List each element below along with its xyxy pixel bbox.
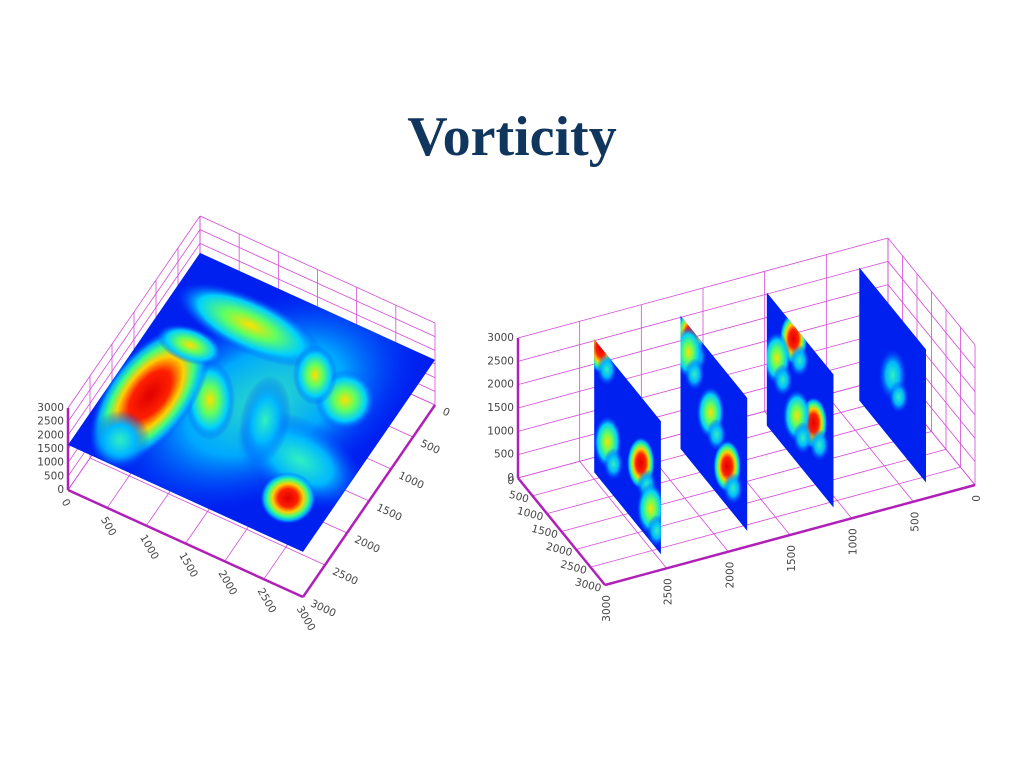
x-tick-label: 500 — [909, 512, 921, 532]
x-tick-label: 1500 — [176, 551, 200, 580]
y-tick-label: 1500 — [374, 502, 403, 524]
slice-blobs — [680, 315, 744, 505]
grid-line — [590, 466, 961, 568]
grid-line — [517, 260, 889, 362]
z-tick-label: 500 — [494, 449, 514, 461]
vorticity-blob — [684, 358, 705, 391]
z-tick-label: 0 — [57, 484, 64, 496]
grid-line — [517, 237, 889, 339]
y-tick-label: 2000 — [545, 541, 574, 560]
grid-line — [67, 243, 201, 436]
vorticity-blob — [603, 448, 624, 481]
grid-line — [887, 261, 976, 369]
x-tick-label: 2500 — [663, 578, 675, 605]
x-tick-label: 500 — [98, 515, 118, 538]
z-tick-label: 0 — [507, 472, 514, 484]
vorticity-blob — [706, 418, 727, 451]
grid-line — [67, 215, 201, 409]
x-tick-label: 2500 — [255, 586, 279, 615]
vorticity-blob — [809, 429, 830, 462]
axis-line — [301, 404, 437, 598]
grid-line — [199, 229, 436, 338]
plot-0: 0500100015002000250030000500100015002000… — [37, 215, 452, 633]
y-tick-label: 0 — [506, 474, 516, 487]
grid-line — [517, 284, 889, 386]
vorticity-blob — [596, 353, 617, 386]
plot-1: 0500100015002000250030000500100015002000… — [487, 237, 983, 622]
z-tick-label: 500 — [44, 470, 64, 482]
axis-line — [67, 488, 304, 599]
x-tick-label: 2000 — [215, 568, 239, 597]
slice-blobs — [878, 349, 909, 414]
vorticity-blob — [792, 421, 813, 454]
vorticity-blob — [90, 410, 150, 470]
z-tick-label: 2500 — [37, 416, 64, 428]
z-tick-label: 2000 — [37, 429, 64, 441]
y-tick-label: 2500 — [330, 566, 359, 588]
vorticity-blob — [772, 364, 793, 397]
vorticity-blob — [239, 375, 291, 465]
x-tick-label: 0 — [971, 495, 983, 502]
y-tick-label: 500 — [418, 438, 441, 457]
z-tick-label: 1000 — [487, 425, 514, 437]
vorticity-blob — [723, 472, 744, 505]
y-tick-label: 2000 — [352, 534, 381, 556]
axis-line — [517, 477, 606, 586]
y-tick-label: 1000 — [396, 470, 425, 492]
grid-line — [89, 457, 326, 566]
slide-title: Vorticity — [407, 106, 616, 168]
z-tick-label: 3000 — [37, 402, 64, 414]
z-tick-label: 3000 — [487, 332, 514, 344]
z-tick-label: 1000 — [37, 457, 64, 469]
y-tick-label: 3000 — [574, 576, 603, 595]
y-tick-label: 1000 — [516, 505, 545, 524]
x-tick-label: 1500 — [786, 545, 798, 572]
vorticity-blob — [646, 514, 661, 547]
z-tick-label: 2500 — [487, 355, 514, 367]
slice-blobs — [594, 339, 661, 547]
grid-line — [575, 448, 947, 550]
y-tick-label: 2500 — [559, 558, 588, 577]
vorticity-blob — [293, 345, 337, 405]
vorticity-blob — [888, 381, 909, 414]
vorticity-blob — [789, 344, 810, 377]
y-tick-label: 3000 — [308, 598, 337, 620]
grid-line — [887, 237, 976, 346]
y-tick-label: 0 — [440, 406, 451, 420]
vorticity-blob — [156, 324, 224, 366]
grid-line — [199, 215, 436, 324]
x-tick-label: 1000 — [848, 528, 860, 555]
surface-blobs — [89, 282, 420, 524]
vorticity-blob — [176, 282, 324, 368]
axis-line — [604, 483, 976, 587]
grid-line — [199, 242, 436, 351]
x-tick-label: 1000 — [137, 533, 161, 562]
x-tick-label: 2000 — [724, 562, 736, 589]
x-tick-label: 0 — [59, 497, 73, 509]
z-tick-label: 2000 — [487, 379, 514, 391]
vorticity-blob — [260, 472, 316, 524]
grid-line — [887, 284, 976, 392]
y-tick-label: 1500 — [530, 523, 559, 542]
grid-line — [67, 229, 201, 422]
slice-blobs — [766, 312, 830, 462]
z-tick-label: 1500 — [487, 402, 514, 414]
x-tick-label: 3000 — [601, 595, 613, 622]
z-tick-label: 1500 — [37, 443, 64, 455]
y-tick-label: 500 — [508, 489, 530, 506]
